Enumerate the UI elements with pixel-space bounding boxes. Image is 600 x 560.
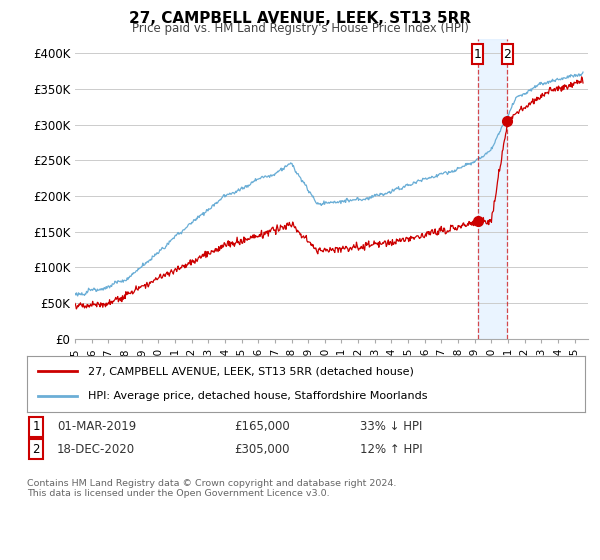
Text: 1: 1 [32,420,40,433]
Text: 2: 2 [503,48,511,60]
Text: 33% ↓ HPI: 33% ↓ HPI [360,420,422,433]
Text: Contains HM Land Registry data © Crown copyright and database right 2024.
This d: Contains HM Land Registry data © Crown c… [27,479,397,498]
Text: 1: 1 [473,48,482,60]
Text: 2: 2 [32,442,40,456]
FancyBboxPatch shape [472,44,484,64]
Text: 12% ↑ HPI: 12% ↑ HPI [360,442,422,456]
Text: £305,000: £305,000 [234,442,290,456]
Text: 27, CAMPBELL AVENUE, LEEK, ST13 5RR: 27, CAMPBELL AVENUE, LEEK, ST13 5RR [129,11,471,26]
Bar [478,39,508,339]
Text: 27, CAMPBELL AVENUE, LEEK, ST13 5RR (detached house): 27, CAMPBELL AVENUE, LEEK, ST13 5RR (det… [88,366,414,376]
Text: £165,000: £165,000 [234,420,290,433]
Text: 18-DEC-2020: 18-DEC-2020 [57,442,135,456]
Text: 01-MAR-2019: 01-MAR-2019 [57,420,136,433]
Text: Price paid vs. HM Land Registry's House Price Index (HPI): Price paid vs. HM Land Registry's House … [131,22,469,35]
FancyBboxPatch shape [502,44,513,64]
Text: HPI: Average price, detached house, Staffordshire Moorlands: HPI: Average price, detached house, Staf… [88,391,428,401]
